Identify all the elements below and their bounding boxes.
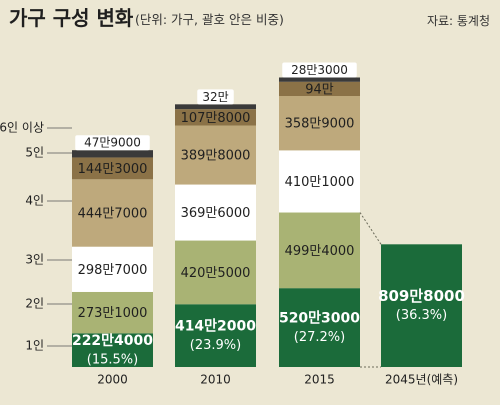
bar-forecast-1person [381,244,462,367]
bar-2010-1person [175,304,256,367]
x-tick-label-2015: 2015 [304,373,335,387]
bar-2000-6plus [72,150,153,158]
bar-2015-4person [279,96,360,151]
legend-4person: 4인 [25,194,44,208]
legend-6plus: 6인 이상 [0,121,44,135]
bar-2015-3person [279,150,360,213]
value-label-2015-3person: 410만1000 [285,175,355,190]
legend-3person: 3인 [25,253,44,267]
value-label-2010-1person: 414만2000 [175,319,256,335]
value-label-2015-1person: 520만3000 [279,311,360,327]
value-label-2000-4person: 444만7000 [78,206,148,221]
legend-2person: 2인 [25,297,44,311]
top-label-box-2015 [282,62,357,78]
bar-2000-5person [72,157,153,180]
share-label-2015: (27.2%) [294,330,345,345]
forecast-connector-top [359,212,382,245]
chart-subtitle: (단위: 가구, 괄호 안은 비중) [135,12,284,27]
top-label-box-2010 [197,89,234,105]
value-label-2000-5person: 144만3000 [78,162,148,177]
value-label-2015-4person: 358만9000 [285,117,355,132]
bar-2010-6plus [175,104,256,110]
share-label-forecast: (36.3%) [396,308,447,323]
bar-2015-6plus [279,77,360,82]
value-label-2010-2person: 420만5000 [181,266,251,281]
value-label-2010-5person: 107만8000 [181,111,251,126]
value-label-2000-1person: 222만4000 [72,333,153,349]
bar-2015-2person [279,212,360,289]
value-label-2010-6plus: 32만 [202,90,228,104]
value-label-2015-2person: 499만4000 [285,244,355,259]
value-label-2010-3person: 369만6000 [181,206,251,221]
bar-2010-4person [175,125,256,185]
bar-2010-2person [175,240,256,305]
top-label-box-2000 [75,135,150,151]
share-label-2010: (23.9%) [190,338,241,353]
bar-2000-1person [72,333,153,367]
value-label-forecast-1person: 809만8000 [378,287,465,305]
source-note: 자료: 통계청 [426,14,490,28]
chart-title: 가구 구성 변화 [9,6,134,30]
value-label-2000-3person: 298만7000 [78,263,148,278]
bar-2000-3person [72,246,153,292]
bar-2010-3person [175,184,256,241]
bar-2000-4person [72,179,153,247]
x-tick-label-forecast: 2045년(예측) [385,373,458,387]
x-tick-label-2000: 2000 [97,373,128,387]
value-label-2010-4person: 389만8000 [181,149,251,164]
value-label-2000-2person: 273만1000 [78,306,148,321]
x-tick-label-2010: 2010 [200,373,231,387]
legend-1person: 1인 [25,339,44,353]
bar-2010-5person [175,109,256,126]
value-label-2000-6plus: 47만9000 [84,136,141,150]
value-label-2015-6plus: 28만3000 [291,63,348,77]
bar-2015-5person [279,81,360,97]
legend-5person: 5인 [25,146,44,160]
bar-2000-2person [72,291,153,334]
share-label-2000: (15.5%) [87,353,138,368]
bar-2015-1person [279,288,360,367]
value-label-2015-5person: 94만 [305,82,334,97]
